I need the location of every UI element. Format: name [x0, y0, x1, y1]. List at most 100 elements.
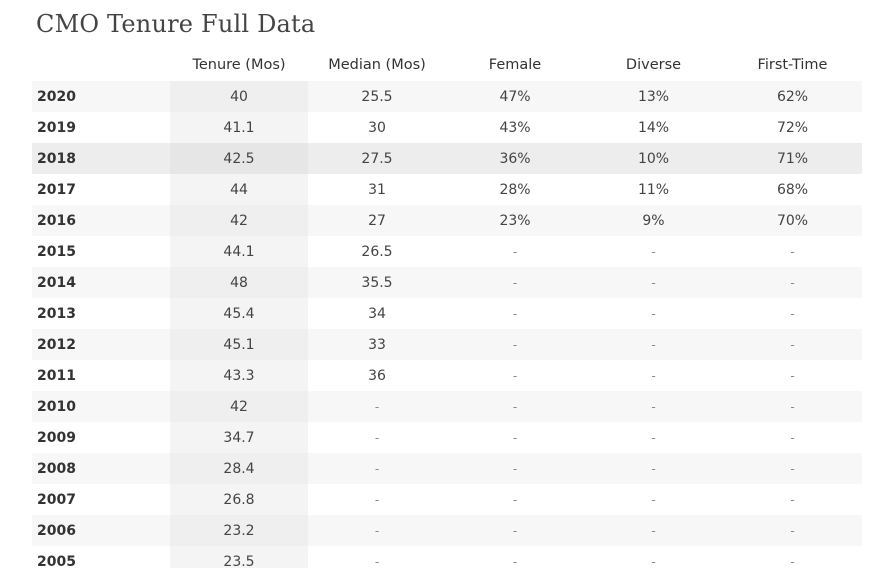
column-header-tenure: Tenure (Mos) [170, 48, 308, 81]
cell-female: - [446, 360, 584, 391]
cell-year: 2006 [32, 515, 170, 546]
cell-median: - [308, 515, 446, 546]
cell-year: 2007 [32, 484, 170, 515]
page-title: CMO Tenure Full Data [36, 10, 316, 38]
cell-female: - [446, 422, 584, 453]
cell-median: 26.5 [308, 236, 446, 267]
cell-diverse: - [584, 391, 723, 422]
cell-year: 2010 [32, 391, 170, 422]
cell-median: - [308, 546, 446, 568]
cell-female: 36% [446, 143, 584, 174]
column-header-median: Median (Mos) [308, 48, 446, 81]
cell-female: - [446, 298, 584, 329]
cell-year: 2019 [32, 112, 170, 143]
cell-tenure: 44 [170, 174, 308, 205]
cell-tenure: 41.1 [170, 112, 308, 143]
cell-diverse: 14% [584, 112, 723, 143]
column-header-female: Female [446, 48, 584, 81]
cell-female: 23% [446, 205, 584, 236]
cell-female: - [446, 236, 584, 267]
column-header-first-time: First-Time [723, 48, 862, 81]
table-row: 2020 40 25.5 47% 13% 62% [32, 81, 862, 112]
cell-diverse: - [584, 267, 723, 298]
cell-first-time: 70% [723, 205, 862, 236]
cell-tenure: 42 [170, 391, 308, 422]
cell-female: - [446, 391, 584, 422]
cell-first-time: - [723, 329, 862, 360]
cell-tenure: 44.1 [170, 236, 308, 267]
cell-year: 2005 [32, 546, 170, 568]
cell-female: - [446, 484, 584, 515]
cell-female: 43% [446, 112, 584, 143]
cell-diverse: 9% [584, 205, 723, 236]
cell-median: - [308, 484, 446, 515]
cell-year: 2020 [32, 81, 170, 112]
cell-median: 34 [308, 298, 446, 329]
cell-first-time: - [723, 360, 862, 391]
cell-diverse: - [584, 453, 723, 484]
cell-diverse: - [584, 329, 723, 360]
cell-tenure: 45.4 [170, 298, 308, 329]
cell-tenure: 23.2 [170, 515, 308, 546]
cell-female: - [446, 515, 584, 546]
cell-first-time: - [723, 298, 862, 329]
table-row: 2011 43.3 36- - - [32, 360, 862, 391]
cell-first-time: - [723, 484, 862, 515]
cell-tenure: 43.3 [170, 360, 308, 391]
cell-female: 47% [446, 81, 584, 112]
cell-year: 2009 [32, 422, 170, 453]
cell-diverse: 10% [584, 143, 723, 174]
cell-female: - [446, 546, 584, 568]
table-row: 2018 42.5 27.5 36% 10% 71% [32, 143, 862, 174]
cell-first-time: - [723, 453, 862, 484]
cell-first-time: - [723, 546, 862, 568]
cell-first-time: 68% [723, 174, 862, 205]
table-row: 2012 45.1 33- - - [32, 329, 862, 360]
table-body: 2020 40 25.5 47% 13% 62% 2019 41.1 30 43% 14% 72% 20… [32, 81, 862, 568]
cell-tenure: 28.4 [170, 453, 308, 484]
cell-median: 35.5 [308, 267, 446, 298]
cell-year: 2018 [32, 143, 170, 174]
cell-first-time: - [723, 515, 862, 546]
cell-year: 2016 [32, 205, 170, 236]
table-header: Tenure (Mos) Median (Mos) Female Diverse Fir… [32, 48, 862, 81]
cell-tenure: 23.5 [170, 546, 308, 568]
cell-first-time: 71% [723, 143, 862, 174]
header-row: Tenure (Mos) Median (Mos) Female Diverse Fir… [32, 48, 862, 81]
cell-diverse: - [584, 484, 723, 515]
cell-tenure: 45.1 [170, 329, 308, 360]
table-row: 2016 42 27 23% 9% 70% [32, 205, 862, 236]
cell-tenure: 40 [170, 81, 308, 112]
cell-first-time: 72% [723, 112, 862, 143]
table-row: 2015 44.1 26.5- - - [32, 236, 862, 267]
cell-diverse: - [584, 546, 723, 568]
cell-diverse: - [584, 515, 723, 546]
cell-first-time: - [723, 422, 862, 453]
cell-first-time: - [723, 267, 862, 298]
cmo-tenure-table: Tenure (Mos) Median (Mos) Female Diverse Fir… [32, 48, 862, 568]
cell-year: 2011 [32, 360, 170, 391]
cell-female: - [446, 267, 584, 298]
cell-median: - [308, 391, 446, 422]
table-row: 2017 44 31 28% 11% 68% [32, 174, 862, 205]
cell-median: 25.5 [308, 81, 446, 112]
cell-median: 27.5 [308, 143, 446, 174]
cell-female: 28% [446, 174, 584, 205]
cell-year: 2008 [32, 453, 170, 484]
cell-median: - [308, 453, 446, 484]
cell-median: 33 [308, 329, 446, 360]
cell-female: - [446, 329, 584, 360]
cell-diverse: - [584, 360, 723, 391]
table-row: 2013 45.4 34- - - [32, 298, 862, 329]
table-row: 2007 26.8- - - - [32, 484, 862, 515]
cell-first-time: - [723, 236, 862, 267]
cell-tenure: 42.5 [170, 143, 308, 174]
column-header-year [32, 48, 170, 81]
cell-diverse: - [584, 236, 723, 267]
cell-median: 36 [308, 360, 446, 391]
cell-first-time: - [723, 391, 862, 422]
table-row: 2008 28.4- - - - [32, 453, 862, 484]
cell-year: 2012 [32, 329, 170, 360]
cell-year: 2014 [32, 267, 170, 298]
